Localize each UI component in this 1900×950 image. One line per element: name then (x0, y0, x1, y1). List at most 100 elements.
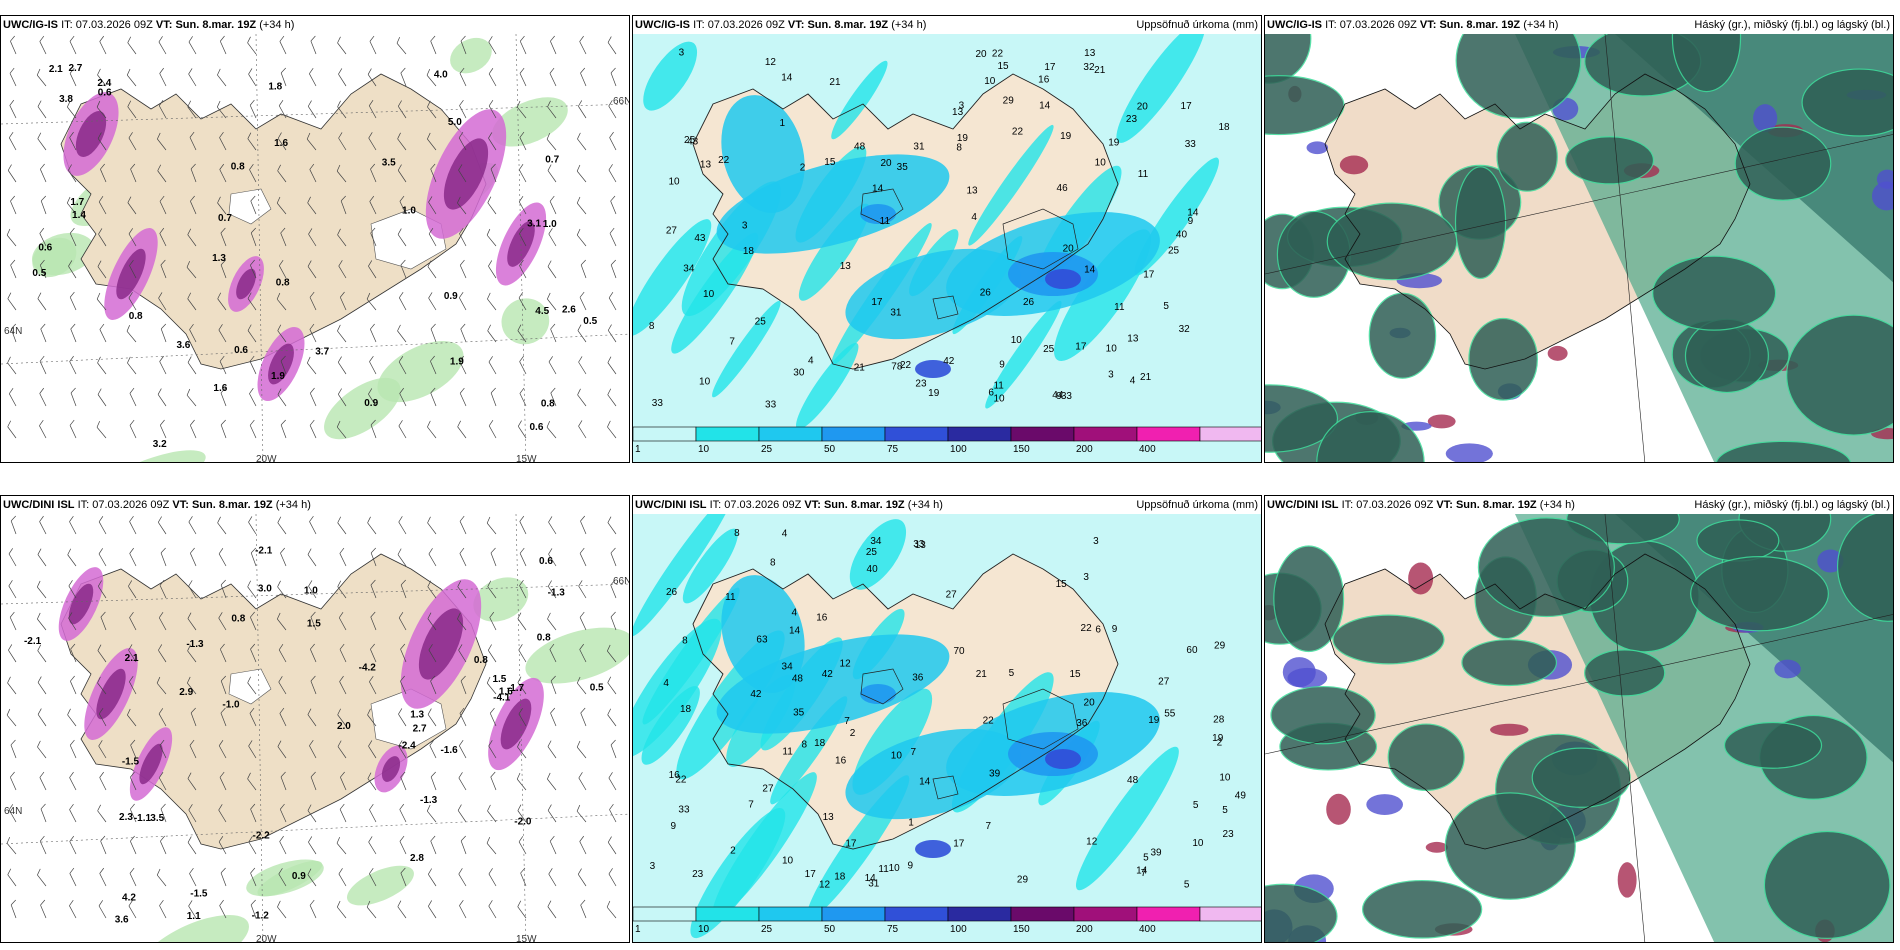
pressure-change-label: -2.1 (24, 636, 42, 647)
pressure-change-label: -4.1 (493, 692, 511, 703)
precip-amount-label: 42 (943, 356, 955, 367)
precip-amount-label: 15 (998, 61, 1010, 72)
pressure-change-label: 2.7 (68, 63, 82, 74)
precip-amount-label: 6 (988, 388, 994, 399)
precip-amount-label: 44 (1052, 390, 1064, 401)
wind-pressure-map: 20W 15W 66N 64N -1.5 -1.3 0.5 2.0 -1.6 -2.0 2.7 1.5… (1, 514, 629, 942)
panel-dini-clouds: UWC/DINI ISL IT: 07.03.2026 09Z VT: Sun.… (1264, 495, 1894, 943)
colorbar-swatch (947, 906, 1012, 922)
pressure-change-label: -1.6 (440, 745, 458, 756)
pressure-change-label: 1.5 (492, 674, 506, 685)
colorbar-swatch (1073, 426, 1138, 442)
precip-amount-label: 35 (897, 162, 909, 173)
panel-right-title: Háský (gr.), miðský (fj.bl.) og lágský (… (1694, 19, 1890, 31)
pressure-change-label: 3.5 (150, 813, 164, 824)
panel-igis-wind: UWC/IG-IS IT: 07.03.2026 09Z VT: Sun. 8.… (0, 15, 630, 463)
colorbar-swatch (633, 906, 697, 922)
pressure-change-label: 2.8 (410, 853, 424, 864)
precip-amount-label: 48 (1127, 775, 1139, 786)
precip-amount-label: 7 (911, 747, 917, 758)
colorbar-tick: 50 (824, 444, 836, 455)
precip-amount-label: 27 (762, 784, 774, 795)
pressure-change-label: 1.5 (307, 618, 321, 629)
precip-amount-label: 17 (1075, 342, 1087, 353)
pressure-change-label: 0.5 (32, 268, 46, 279)
precip-amount-label: 20 (880, 158, 892, 169)
precip-amount-label: 5 (1009, 668, 1015, 679)
colorbar-swatch (884, 426, 949, 442)
precip-amount-label: 5 (1184, 879, 1190, 890)
colorbar-swatch (758, 906, 823, 922)
precip-amount-label: 18 (743, 246, 755, 257)
precip-amount-label: 14 (789, 625, 801, 636)
precip-amount-label: 25 (1043, 344, 1055, 355)
precip-amount-label: 7 (748, 799, 754, 810)
precip-amount-label: 12 (765, 57, 777, 68)
colorbar-tick: 25 (761, 444, 773, 455)
pressure-change-label: -1.2 (252, 911, 270, 922)
precip-amount-label: 30 (793, 368, 805, 379)
pressure-change-label: -2.1 (255, 546, 273, 557)
precip-amount-label: 15 (824, 157, 836, 168)
precip-amount-label: 49 (1235, 791, 1247, 802)
precip-amount-label: 23 (915, 378, 927, 389)
precip-amount-label: 33 (1185, 139, 1197, 150)
precip-amount-label: 17 (805, 869, 817, 880)
precip-amount-label: 10 (994, 394, 1006, 405)
precip-amount-label: 1 (908, 818, 914, 829)
pressure-change-label: -1.3 (548, 588, 566, 599)
pressure-change-label: 0.8 (276, 277, 290, 288)
precip-amount-label: 4 (663, 678, 669, 689)
precip-amount-label: 9 (670, 821, 676, 832)
precip-amount-label: 25 (684, 135, 696, 146)
panel-header: UWC/DINI ISL IT: 07.03.2026 09Z VT: Sun.… (633, 496, 1261, 514)
precip-amount-label: 6 (1095, 624, 1101, 635)
precip-amount-label: 25 (755, 317, 767, 328)
pressure-change-label: 1.9 (271, 371, 285, 382)
pressure-change-label: 1.0 (304, 586, 318, 597)
precip-amount-label: 23 (1223, 829, 1235, 840)
pressure-change-label: 1.0 (402, 206, 416, 217)
precip-amount-label: 7 (1141, 868, 1147, 879)
colorbar-swatch (1136, 426, 1201, 442)
precip-amount-label: 7 (844, 716, 850, 727)
precip-amount-label: 9 (999, 359, 1005, 370)
precip-amount-label: 21 (976, 669, 988, 680)
colorbar-tick: 200 (1076, 444, 1093, 455)
colorbar-tick: 1 (635, 444, 641, 455)
precip-amount-label: 20 (1137, 101, 1149, 112)
coord-label: 64N (4, 326, 22, 337)
precip-amount-label: 7 (985, 821, 991, 832)
precip-amount-label: 10 (1106, 343, 1118, 354)
precip-amount-label: 22 (675, 775, 687, 786)
precip-amount-label: 43 (694, 233, 706, 244)
colorbar-tick: 400 (1139, 444, 1156, 455)
precip-amount-label: 3 (1093, 536, 1099, 547)
precip-amount-label: 34 (683, 264, 695, 275)
pressure-change-label: -1.1 (134, 813, 152, 824)
precip-amount-label: 11 (782, 747, 793, 758)
panel-igis-clouds: UWC/IG-IS IT: 07.03.2026 09Z VT: Sun. 8.… (1264, 15, 1894, 463)
precip-amount-label: 10 (889, 863, 901, 874)
colorbar-swatch (695, 426, 760, 442)
precip-amount-label: 4 (791, 608, 797, 619)
precip-amount-label: 10 (699, 377, 711, 388)
precip-amount-label: 15 (1056, 579, 1068, 590)
precip-amount-label: 17 (953, 838, 965, 849)
colorbar-swatch (821, 906, 886, 922)
colorbar-swatch (1136, 906, 1201, 922)
precip-amount-label: 17 (1181, 101, 1193, 112)
pressure-change-label: 1.3 (212, 253, 226, 264)
precip-amount-label: 17 (1143, 270, 1155, 281)
pressure-change-label: 2.3 (119, 812, 133, 823)
panel-right-title: Uppsöfnuð úrkoma (mm) (1136, 499, 1258, 511)
precip-amount-label: 14 (1187, 207, 1199, 218)
precip-amount-label: 34 (782, 661, 794, 672)
precip-amount-label: 23 (1126, 114, 1138, 125)
coord-label: 66N (613, 96, 630, 107)
precip-amount-label: 16 (835, 756, 847, 767)
precip-amount-label: 19 (1108, 138, 1120, 149)
precip-amount-label: 29 (1003, 96, 1015, 107)
precip-amount-label: 13 (952, 107, 964, 118)
coord-label: 20W (256, 454, 277, 463)
